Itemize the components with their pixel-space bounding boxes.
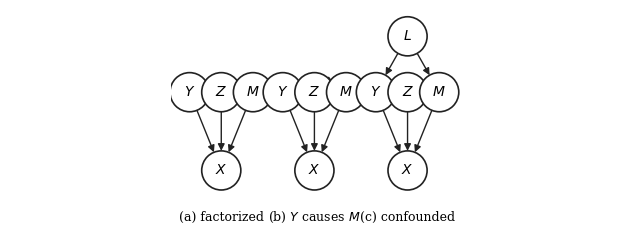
Ellipse shape [234,73,273,112]
Text: $X$: $X$ [215,163,227,177]
Text: $M$: $M$ [246,85,260,99]
Ellipse shape [295,151,334,190]
Ellipse shape [170,73,209,112]
Text: $Y$: $Y$ [370,85,381,99]
Text: $X$: $X$ [401,163,413,177]
Text: $Z$: $Z$ [401,85,413,99]
Ellipse shape [420,73,459,112]
Ellipse shape [388,17,427,56]
Text: (a) factorized: (a) factorized [179,211,264,224]
Ellipse shape [202,73,241,112]
Text: $Z$: $Z$ [215,85,227,99]
Text: $Y$: $Y$ [184,85,195,99]
Ellipse shape [388,73,427,112]
Ellipse shape [202,151,241,190]
Text: (b) $Y$ causes $M$: (b) $Y$ causes $M$ [268,209,361,224]
Ellipse shape [388,151,427,190]
Text: $M$: $M$ [339,85,353,99]
Text: $M$: $M$ [433,85,446,99]
Text: $Y$: $Y$ [277,85,289,99]
Ellipse shape [326,73,365,112]
Text: $L$: $L$ [403,29,412,43]
Text: $X$: $X$ [308,163,321,177]
Text: $Z$: $Z$ [308,85,321,99]
Ellipse shape [356,73,396,112]
Text: (c) confounded: (c) confounded [360,211,455,224]
Ellipse shape [295,73,334,112]
Ellipse shape [263,73,302,112]
